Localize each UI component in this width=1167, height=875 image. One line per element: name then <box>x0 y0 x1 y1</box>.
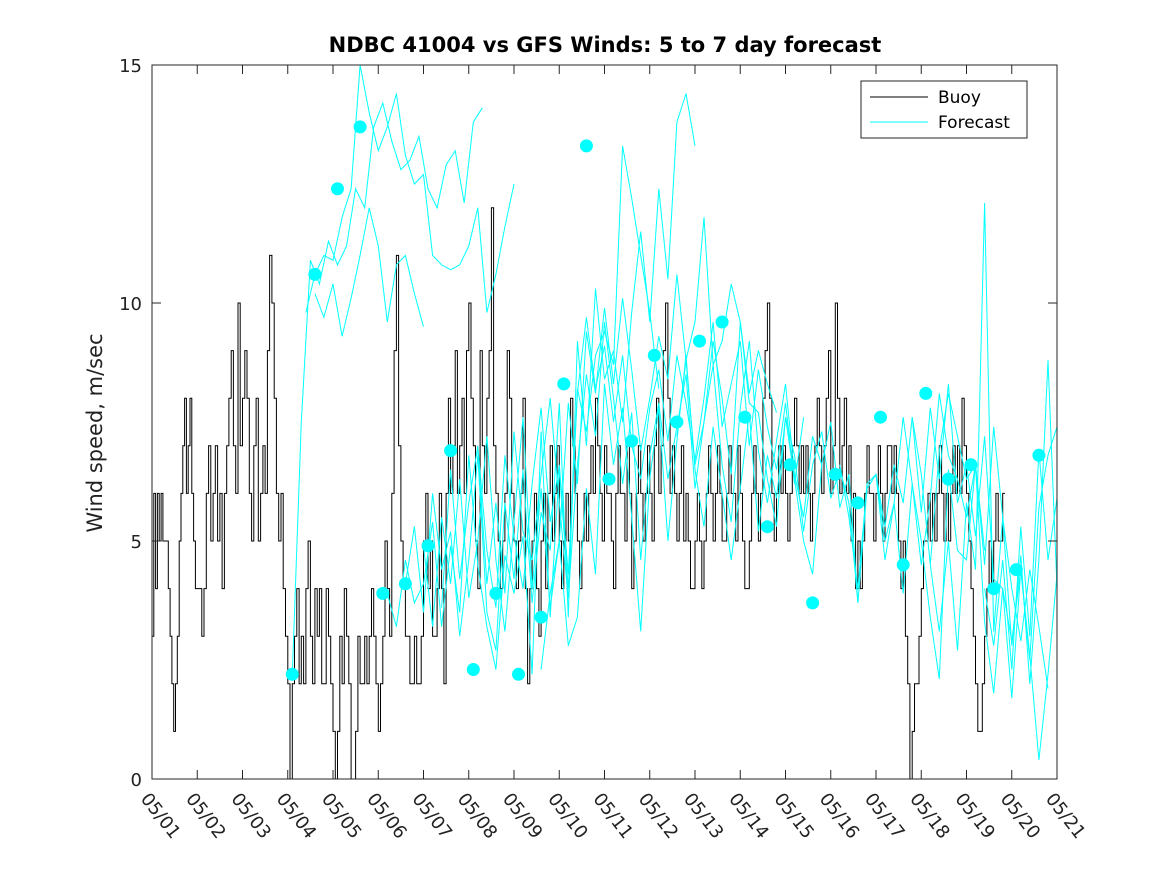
forecast-marker <box>489 586 503 600</box>
forecast-marker <box>806 596 820 610</box>
forecast-marker <box>602 472 616 486</box>
forecast-marker <box>874 410 887 424</box>
forecast-marker <box>738 410 752 424</box>
forecast-marker <box>421 539 435 553</box>
forecast-marker <box>579 139 593 153</box>
forecast-marker <box>987 582 1001 596</box>
legend-buoy-label: Buoy <box>938 88 981 108</box>
chart-title: NDBC 41004 vs GFS Winds: 5 to 7 day fore… <box>329 33 882 57</box>
forecast-series-line-2 <box>305 65 515 313</box>
forecast-marker <box>444 444 458 458</box>
forecast-marker <box>828 467 842 481</box>
plot-series-group <box>152 65 1057 779</box>
forecast-marker <box>783 458 797 472</box>
forecast-series-line-9 <box>540 355 859 670</box>
y-axis-label: Wind speed, m/sec <box>83 333 107 532</box>
forecast-marker <box>1032 448 1046 462</box>
legend-box <box>860 80 1028 139</box>
forecast-marker <box>534 610 548 624</box>
forecast-series-line-15 <box>984 450 1057 670</box>
forecast-series-line-10 <box>676 321 986 603</box>
forecast-marker <box>1009 563 1023 577</box>
legend-forecast-label: Forecast <box>938 113 1010 133</box>
forecast-marker <box>308 267 322 281</box>
forecast-marker <box>466 663 480 676</box>
y-tick-label: 10 <box>119 294 142 315</box>
forecast-series-line-5 <box>404 93 696 651</box>
forecast-marker <box>647 348 661 362</box>
forecast-marker <box>512 667 525 681</box>
forecast-marker <box>670 415 684 429</box>
forecast-marker <box>919 386 933 400</box>
forecast-series-line-14 <box>929 202 1057 684</box>
forecast-marker <box>557 377 571 391</box>
forecast-marker <box>896 558 910 572</box>
forecast-marker <box>693 334 706 348</box>
buoy-series-line <box>152 207 1005 779</box>
plot-area <box>152 65 1057 779</box>
forecast-marker <box>760 520 774 534</box>
y-tick-label: 15 <box>119 56 142 77</box>
forecast-marker <box>376 586 390 600</box>
y-tick-label: 0 <box>131 770 142 791</box>
forecast-marker <box>353 120 367 134</box>
forecast-marker <box>715 315 729 329</box>
forecast-marker <box>331 182 344 196</box>
forecast-series-line-7 <box>441 317 805 608</box>
forecast-marker <box>398 577 412 591</box>
forecast-series-line-13 <box>911 383 1057 699</box>
forecast-marker <box>941 472 955 486</box>
forecast-series-line-3 <box>314 207 424 337</box>
forecast-marker <box>851 496 865 510</box>
legend: Buoy Forecast <box>860 80 1028 139</box>
y-tick-label: 5 <box>131 532 142 553</box>
forecast-series-line-6 <box>423 217 777 632</box>
forecast-series-line-8 <box>477 321 823 599</box>
forecast-marker <box>625 434 639 448</box>
forecast-marker <box>285 667 299 681</box>
forecast-series-line-4 <box>386 145 660 675</box>
forecast-series-line-1 <box>291 101 483 675</box>
forecast-marker <box>964 458 978 472</box>
forecast-series-line-11 <box>839 393 1049 689</box>
